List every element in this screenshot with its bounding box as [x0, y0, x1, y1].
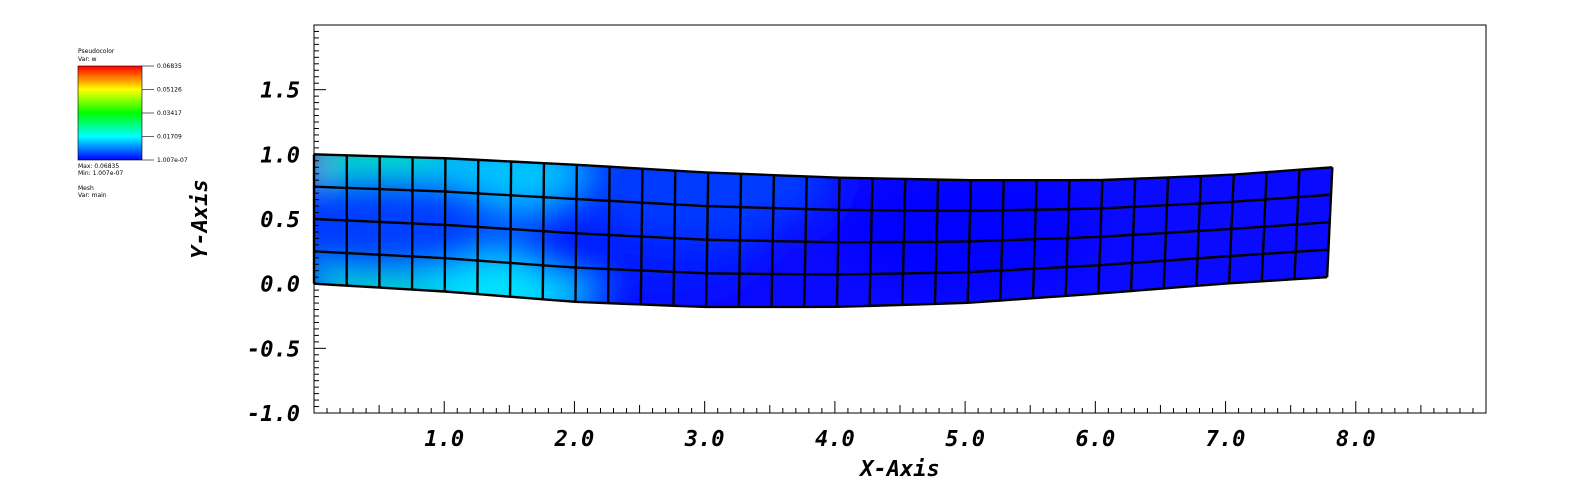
legend-tick-label: 1.007e-07: [157, 157, 188, 164]
x-tick-label: 3.0: [684, 427, 725, 452]
x-tick-label: 2.0: [554, 427, 595, 452]
y-axis-title: Y-Axis: [188, 179, 213, 258]
field-sample: [837, 175, 1094, 288]
x-tick-label: 7.0: [1206, 427, 1246, 452]
x-tick-label: 8.0: [1336, 427, 1376, 452]
x-tick-label: 5.0: [945, 427, 985, 452]
legend-tick-label: 0.01709: [157, 134, 182, 141]
x-axis-title: X-Axis: [858, 457, 939, 482]
plot-area: 1.0 2.0 3.0 4.0 5.0 6.0 7.0 8.0 -1.0 -0.5 0.0 0.5 1…: [188, 24, 1487, 482]
legend-var-label: Var: w: [78, 56, 97, 63]
x-tick-label: 1.0: [424, 427, 464, 452]
mesh-horizontal-line: [313, 153, 1333, 182]
mesh-horizontal-line: [313, 217, 1330, 244]
legend-tick-label: 0.06835: [157, 63, 182, 70]
x-axis-ticks: [326, 401, 1474, 413]
mesh-horizontal-line: [313, 248, 1329, 276]
y-axis-ticks: [314, 30, 326, 408]
legend-plot-name: Pseudocolor: [78, 48, 115, 55]
legend-mesh-title: Mesh: [78, 185, 94, 192]
y-tick-label: 0.5: [260, 208, 300, 233]
legend-colorbar: [77, 65, 143, 161]
legend: Pseudocolor Var: w 0.06835 0.05126 0.03417…: [77, 48, 188, 199]
x-axis-tick-labels: 1.0 2.0 3.0 4.0 5.0 6.0 7.0 8.0: [424, 427, 1375, 452]
legend-tick-label: 0.05126: [157, 87, 182, 94]
legend-tick-label: 0.03417: [157, 110, 182, 117]
y-tick-label: -1.0: [247, 402, 300, 427]
y-tick-label: 0.0: [260, 273, 300, 298]
legend-mesh-var: Var: main: [78, 192, 107, 199]
y-axis-tick-labels: -1.0 -0.5 0.0 0.5 1.0 1.5: [247, 79, 300, 427]
legend-max-label: Max: 0.06835: [78, 163, 119, 170]
y-tick-label: -0.5: [247, 337, 300, 362]
mesh-horizontal-line: [313, 276, 1328, 309]
y-tick-label: 1.5: [260, 79, 300, 104]
legend-ticks: 0.06835 0.05126 0.03417 0.01709 1.007e-07: [142, 63, 188, 164]
x-tick-label: 6.0: [1075, 427, 1115, 452]
mesh-lines: [312, 153, 1334, 309]
x-tick-label: 4.0: [815, 427, 855, 452]
legend-min-label: Min: 1.007e-07: [78, 170, 123, 177]
mesh-horizontal-line: [313, 185, 1332, 213]
y-tick-label: 1.0: [260, 143, 300, 168]
